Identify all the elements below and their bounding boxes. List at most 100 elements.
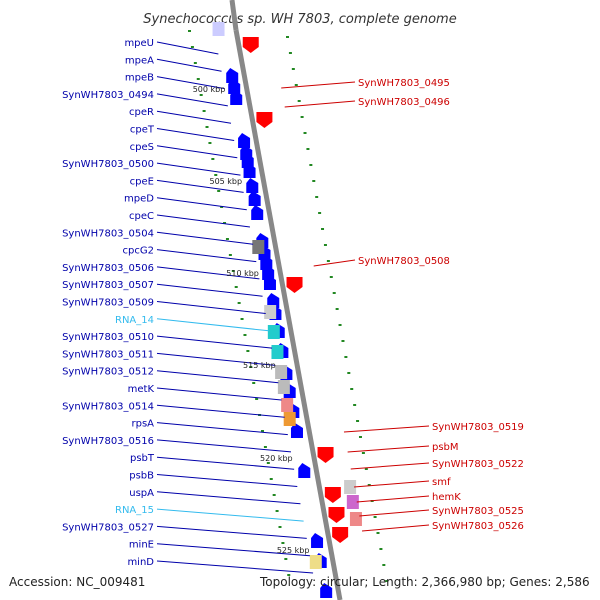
- gene-label: mpeU: [124, 38, 154, 49]
- gene-label: SynWH7803_0511: [62, 349, 154, 360]
- forward-gene-arrow: [251, 205, 264, 220]
- reverse-gene-arrow: [286, 277, 303, 293]
- gene-label: minE: [129, 540, 154, 551]
- label-leader: [359, 509, 430, 517]
- gene-label: SynWH7803_0519: [432, 422, 524, 433]
- guide-dot: [288, 52, 292, 54]
- gene-label: SynWH7803_0508: [358, 256, 450, 267]
- gene-label: smf: [432, 477, 451, 488]
- label-leader: [156, 110, 232, 124]
- label-leader: [156, 58, 222, 72]
- label-leader: [156, 456, 295, 470]
- reverse-gene-arrow: [242, 37, 259, 53]
- label-leader: [156, 283, 263, 297]
- label-leader: [156, 249, 257, 263]
- label-leader: [156, 231, 254, 245]
- forward-gene-arrow: [320, 583, 333, 598]
- guide-dot: [211, 158, 215, 160]
- forward-gene-arrow: [241, 153, 254, 168]
- guide-dot: [329, 276, 333, 278]
- dotted-guide-lines: [188, 30, 389, 582]
- guide-dot: [214, 174, 218, 176]
- map-title: Synechococcus sp. WH 7803, complete geno…: [143, 12, 456, 27]
- label-leader: [156, 439, 292, 453]
- guide-dot: [249, 366, 253, 368]
- feature-block: [309, 555, 322, 569]
- label-leader: [156, 387, 282, 401]
- guide-dot: [193, 62, 197, 64]
- guide-dot: [376, 532, 380, 534]
- guide-dot: [326, 260, 330, 262]
- gene-label: SynWH7803_0514: [62, 401, 154, 412]
- label-leader: [156, 128, 235, 141]
- gene-label: SynWH7803_0500: [62, 159, 154, 170]
- scale-label: 520 kbp: [260, 454, 293, 463]
- right-gene-labels: SynWH7803_0495 SynWH7803_0496 SynWH7803_05…: [358, 78, 524, 532]
- gene-label: cpeS: [130, 142, 154, 153]
- guide-dot: [196, 78, 200, 80]
- gene-label: RNA_15: [115, 505, 154, 516]
- label-leader: [156, 474, 298, 487]
- label-leader: [156, 335, 273, 349]
- scale-labels: 500 kbp 505 kbp 510 kbp 515 kbp 520 kbp 525 k…: [193, 85, 310, 555]
- gene-label: cpeT: [130, 125, 155, 136]
- guide-dot: [287, 574, 291, 576]
- label-leader: [156, 301, 266, 314]
- gene-label: SynWH7803_0504: [62, 228, 154, 239]
- gene-label: SynWH7803_0510: [62, 332, 154, 343]
- guide-dot: [297, 100, 301, 102]
- label-leader: [313, 259, 356, 267]
- feature-block: [275, 365, 288, 379]
- gene-label: SynWH7803_0507: [62, 280, 154, 291]
- forward-gene-arrow: [248, 191, 261, 206]
- gene-label: SynWH7803_0526: [432, 521, 524, 532]
- guide-dot: [300, 116, 304, 118]
- guide-dot: [208, 142, 212, 144]
- guide-dot: [237, 302, 241, 304]
- guide-dot: [364, 468, 368, 470]
- feature-block: [346, 495, 359, 509]
- forward-gene-arrow: [267, 293, 280, 308]
- guide-dot: [356, 420, 360, 422]
- guide-dot: [341, 340, 345, 342]
- gene-label: SynWH7803_0506: [62, 263, 154, 274]
- forward-gene-arrow: [243, 163, 256, 178]
- reverse-gene-arrow: [256, 112, 273, 128]
- guide-dot: [231, 270, 235, 272]
- gene-label: SynWH7803_0525: [432, 506, 524, 517]
- guide-dot: [344, 356, 348, 358]
- label-leader: [362, 524, 430, 532]
- label-leader: [156, 41, 219, 55]
- guide-dot: [385, 580, 389, 582]
- guide-dot: [243, 334, 247, 336]
- gene-label: cpeC: [129, 211, 154, 222]
- guide-dot: [220, 206, 224, 208]
- forward-gene-arrow: [260, 255, 273, 270]
- topology-text: Topology: circular; Length: 2,366,980 bp…: [259, 575, 590, 589]
- guide-dot: [312, 180, 316, 182]
- guide-dot: [272, 494, 276, 496]
- guide-dot: [306, 148, 310, 150]
- gene-features: [212, 22, 362, 598]
- guide-dot: [228, 254, 232, 256]
- guide-dot: [323, 244, 327, 246]
- forward-gene-arrow: [228, 79, 241, 94]
- guide-dot: [358, 436, 362, 438]
- label-leader: [156, 197, 247, 211]
- guide-dot: [291, 68, 295, 70]
- feature-block: [267, 325, 280, 339]
- feature-block: [283, 412, 296, 426]
- forward-gene-arrow: [230, 90, 243, 105]
- guide-dot: [266, 462, 270, 464]
- label-leader: [156, 318, 269, 332]
- guide-dot: [303, 132, 307, 134]
- guide-dot: [294, 84, 298, 86]
- guide-dot: [188, 30, 191, 32]
- guide-dot: [225, 238, 229, 240]
- label-leader: [156, 93, 228, 107]
- guide-dot: [347, 372, 351, 374]
- guide-dot: [269, 478, 273, 480]
- gene-label: hemK: [432, 492, 461, 503]
- feature-block: [264, 305, 277, 319]
